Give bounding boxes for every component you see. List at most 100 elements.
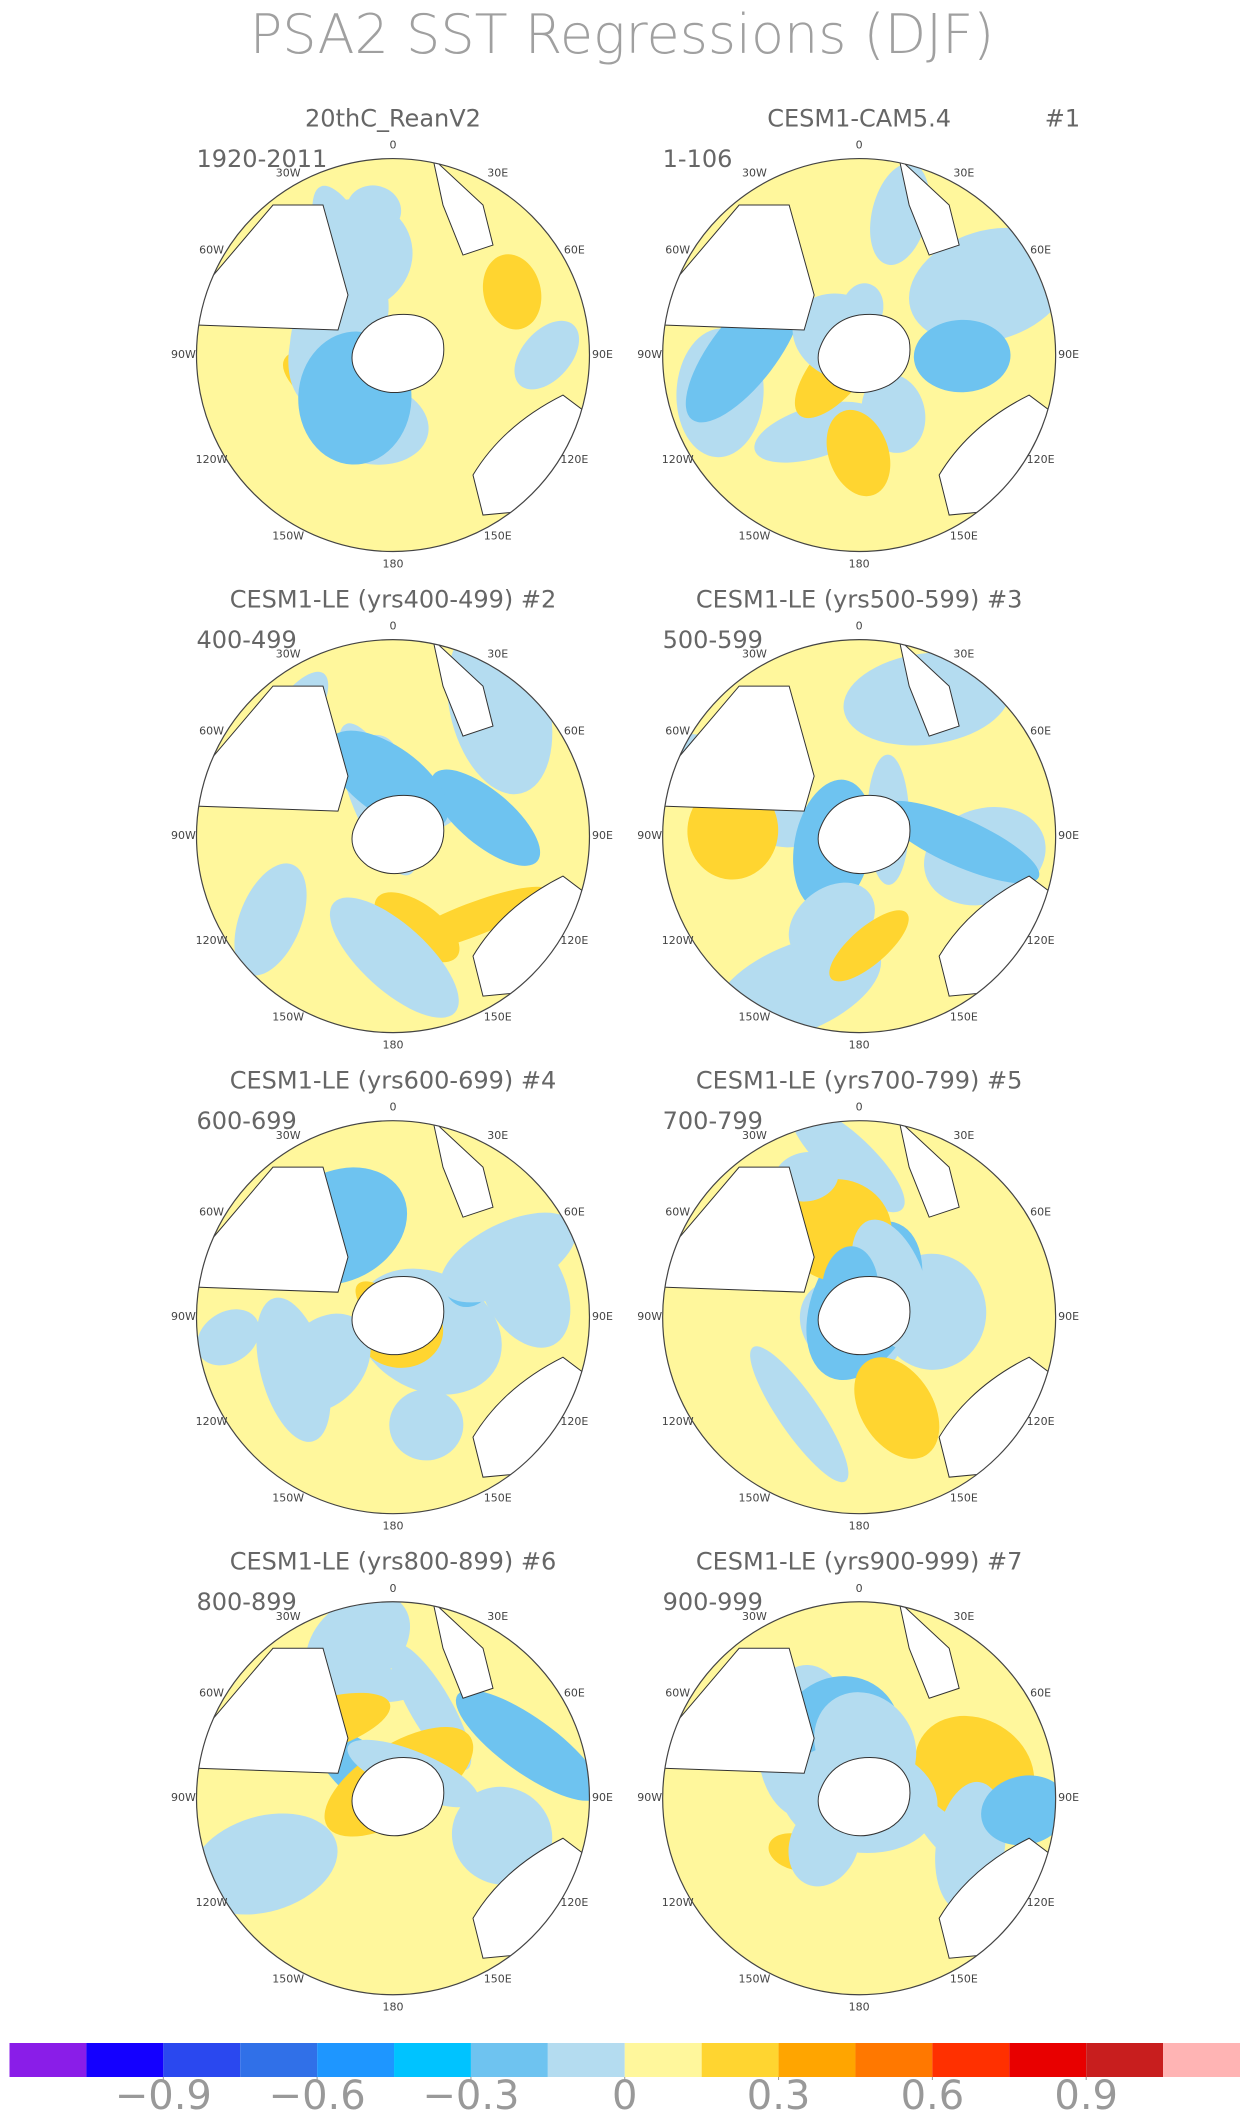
longitude-label: 150E <box>484 1011 512 1024</box>
colorbar-box <box>163 2043 241 2077</box>
antarctica <box>817 794 911 875</box>
map <box>196 639 590 1033</box>
antarctica <box>817 1757 911 1837</box>
map <box>662 158 1056 552</box>
field-blob <box>346 185 402 234</box>
south-america <box>662 685 815 812</box>
south-america <box>662 204 815 331</box>
colorbar-label: 0 <box>612 2073 637 2113</box>
longitude-label: 120E <box>1027 1415 1055 1428</box>
longitude-label: 120E <box>1027 1896 1055 1909</box>
antarctica <box>817 313 911 394</box>
figure-title: PSA2 SST Regressions (DJF) <box>250 3 995 66</box>
africa <box>432 1120 494 1218</box>
panel-title: CESM1-LE (yrs600-699) #4 <box>230 1066 557 1094</box>
longitude-label: 150W <box>738 1973 770 1986</box>
south-america <box>196 685 349 812</box>
longitude-label: 60E <box>564 724 585 737</box>
panel-title: CESM1-CAM5.4 <box>767 104 951 132</box>
longitude-label: 150E <box>950 1973 978 1986</box>
longitude-label: 0 <box>389 1582 396 1595</box>
longitude-label: 120W <box>196 1415 228 1428</box>
map <box>196 1120 590 1514</box>
longitude-label: 90E <box>1058 1310 1079 1323</box>
field-blob <box>196 1309 260 1366</box>
colorbar-label: −0.3 <box>422 2073 519 2113</box>
map-border <box>662 1601 1057 1996</box>
longitude-label: 60W <box>199 243 224 256</box>
longitude-label: 90W <box>637 1791 662 1804</box>
longitude-label: 0 <box>389 139 396 152</box>
colorbar-box <box>470 2043 548 2077</box>
longitude-label: 120E <box>560 1896 588 1909</box>
longitude-label: 180 <box>382 1520 403 1533</box>
longitude-label: 30E <box>487 1610 508 1623</box>
longitude-label: 30W <box>276 167 301 180</box>
field-blob <box>196 1813 338 1915</box>
panel-title: CESM1-LE (yrs400-499) #2 <box>230 585 557 613</box>
colorbar-box <box>624 2043 702 2077</box>
longitude-label: 60E <box>1030 1686 1051 1699</box>
longitude-label: 90W <box>171 829 196 842</box>
longitude-label: 150E <box>950 529 978 542</box>
panel-title: CESM1-LE (yrs900-999) #7 <box>696 1547 1023 1575</box>
longitude-label: 150W <box>738 529 770 542</box>
field-blob <box>431 769 541 866</box>
longitude-label: 120E <box>560 453 588 466</box>
longitude-label: 60W <box>665 1205 690 1218</box>
longitude-label: 90E <box>1058 1791 1079 1804</box>
longitude-label: 120W <box>196 1896 228 1909</box>
field-blob <box>981 1775 1056 1846</box>
map-border <box>662 157 1057 553</box>
longitude-label: 90E <box>1058 829 1079 842</box>
longitude-label: 30W <box>742 648 767 661</box>
colorbar-box <box>86 2043 164 2077</box>
longitude-label: 90W <box>171 348 196 361</box>
longitude-label: 60W <box>199 1686 224 1699</box>
longitude-label: 60W <box>199 724 224 737</box>
field-blob <box>829 910 909 982</box>
antarctica <box>351 794 445 875</box>
africa <box>898 1120 960 1218</box>
antarctica <box>817 1276 911 1356</box>
longitude-label: 120W <box>196 453 228 466</box>
colorbar-label: −0.6 <box>269 2073 366 2113</box>
longitude-label: 150W <box>272 1011 304 1024</box>
longitude-label: 30W <box>742 167 767 180</box>
longitude-label: 180 <box>382 558 403 571</box>
south-america <box>662 1647 815 1774</box>
antarctica <box>351 313 445 394</box>
longitude-label: 90W <box>171 1791 196 1804</box>
longitude-label: 180 <box>382 1039 403 1052</box>
longitude-label: 180 <box>849 1039 870 1052</box>
longitude-label: 30W <box>742 1610 767 1623</box>
longitude-label: 180 <box>849 1520 870 1533</box>
longitude-label: 90E <box>592 1310 613 1323</box>
map-border <box>195 157 591 553</box>
longitude-label: 30E <box>953 167 974 180</box>
longitude-label: 120W <box>662 1415 694 1428</box>
longitude-label: 180 <box>382 2001 403 2014</box>
longitude-label: 90E <box>592 1791 613 1804</box>
south-america <box>196 1647 349 1774</box>
longitude-label: 30E <box>487 167 508 180</box>
longitude-label: 60E <box>564 1686 585 1699</box>
field-blob <box>329 897 459 1018</box>
panel-title: CESM1-LE (yrs500-599) #3 <box>696 585 1023 613</box>
longitude-label: 30W <box>276 1610 301 1623</box>
panel-number: #1 <box>1045 104 1080 132</box>
panel-period: 1920-2011 <box>196 145 327 173</box>
longitude-label: 150W <box>272 529 304 542</box>
panel-period: 400-499 <box>196 626 296 654</box>
africa <box>432 639 494 737</box>
map-border <box>195 639 591 1034</box>
map-border <box>662 639 1057 1034</box>
longitude-label: 0 <box>856 1101 863 1114</box>
longitude-label: 120W <box>196 934 228 947</box>
map <box>196 158 590 552</box>
longitude-label: 60E <box>564 1205 585 1218</box>
longitude-label: 120E <box>1027 453 1055 466</box>
south-america <box>196 204 349 331</box>
field-blob <box>276 1313 371 1413</box>
